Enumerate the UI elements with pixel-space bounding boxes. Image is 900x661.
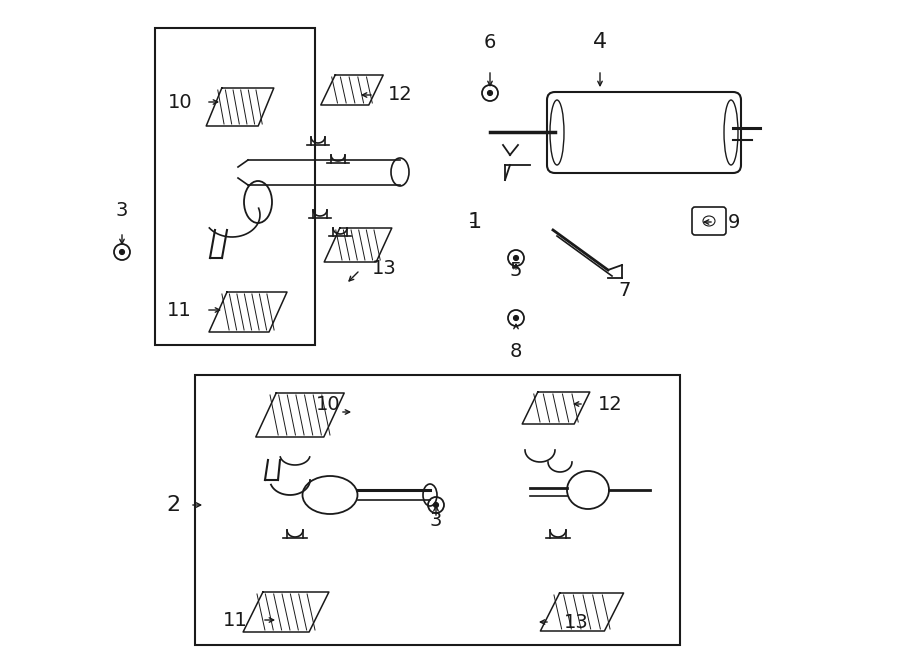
Text: 8: 8 [509, 342, 522, 361]
Text: 7: 7 [618, 280, 630, 299]
Bar [195, 375, 680, 645]
Bar [155, 28, 315, 345]
Text: 1: 1 [468, 212, 482, 232]
Circle shape [514, 315, 518, 321]
Text: 9: 9 [728, 212, 741, 231]
Text: 3: 3 [116, 201, 128, 220]
Text: 13: 13 [564, 613, 589, 631]
Text: 10: 10 [315, 395, 340, 414]
Text: 11: 11 [167, 301, 192, 319]
Text: 6: 6 [484, 33, 496, 52]
Text: 2: 2 [166, 495, 180, 515]
Circle shape [434, 502, 438, 508]
Text: 12: 12 [598, 395, 623, 414]
Circle shape [488, 91, 492, 95]
Text: 10: 10 [167, 93, 192, 112]
Text: 5: 5 [509, 261, 522, 280]
Text: 11: 11 [223, 611, 248, 629]
Text: 13: 13 [372, 259, 397, 278]
Circle shape [514, 256, 518, 260]
Circle shape [120, 250, 124, 254]
Text: 3: 3 [430, 511, 442, 530]
Text: 4: 4 [593, 32, 608, 52]
Text: 12: 12 [388, 85, 413, 104]
